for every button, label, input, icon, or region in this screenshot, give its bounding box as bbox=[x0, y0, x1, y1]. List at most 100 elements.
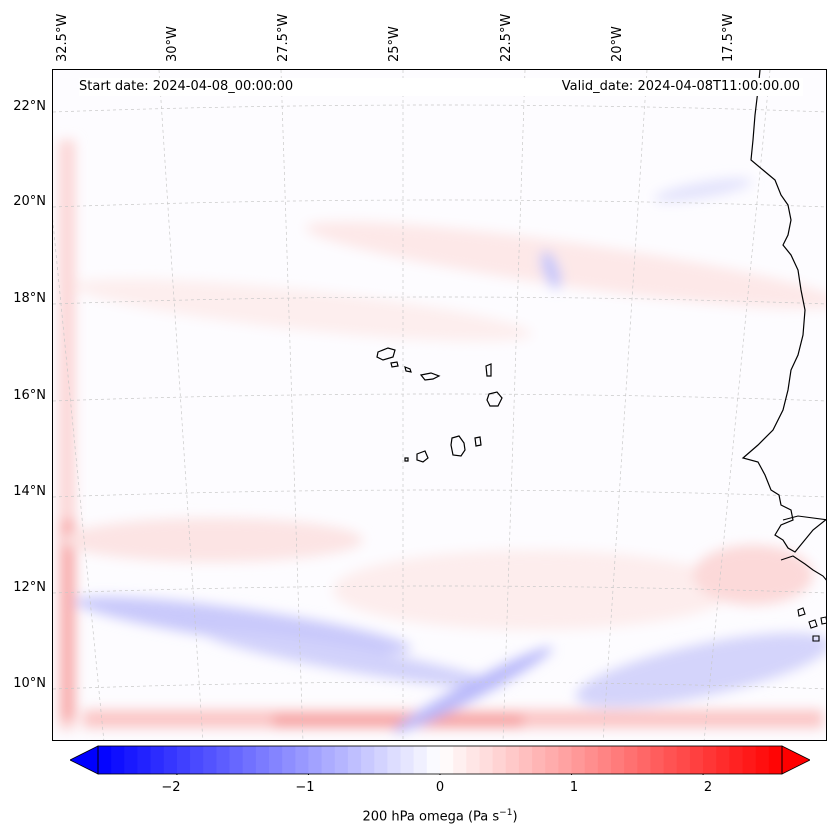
colorbar-step bbox=[611, 746, 625, 774]
colorbar-tick-0: 0 bbox=[435, 780, 445, 795]
gridlines bbox=[53, 70, 826, 740]
omega-field-neg-se bbox=[575, 632, 826, 708]
colorbar-step bbox=[98, 746, 112, 774]
island-sal bbox=[485, 363, 492, 377]
colorbar-step bbox=[676, 746, 691, 774]
island-fogo bbox=[416, 450, 429, 463]
colorbar-step bbox=[755, 746, 770, 774]
colorbar-step bbox=[216, 746, 231, 774]
omega-field-band-central bbox=[74, 278, 532, 342]
colorbar-step bbox=[505, 746, 520, 774]
lat-label-20n: 20°N bbox=[13, 194, 46, 209]
colorbar-step bbox=[282, 746, 296, 774]
parallel-gridline bbox=[53, 199, 826, 208]
lon-label-27-5w: 27.5°W bbox=[276, 13, 291, 62]
african-coastline bbox=[741, 70, 826, 553]
colorbar-step bbox=[716, 746, 730, 774]
island-sao-nicolau bbox=[419, 372, 441, 381]
lat-label-10n: 10°N bbox=[13, 676, 46, 691]
meridian-gridline bbox=[280, 70, 304, 740]
colorbar-step bbox=[190, 746, 204, 774]
island-santo-antao bbox=[376, 347, 396, 361]
colorbar-step bbox=[729, 746, 744, 774]
island-santiago bbox=[450, 435, 466, 457]
colorbar-step bbox=[532, 746, 546, 774]
colorbar-step bbox=[255, 746, 270, 774]
colorbar-step bbox=[571, 746, 586, 774]
valid-date-label: Valid_date: 2024-04-08T11:00:00.00 bbox=[561, 79, 800, 94]
colorbar-step bbox=[650, 746, 665, 774]
colorbar-step bbox=[163, 746, 178, 774]
colorbar-step bbox=[689, 746, 704, 774]
colorbar-step bbox=[597, 746, 612, 774]
colorbar-extend-max bbox=[781, 745, 811, 775]
colorbar-step bbox=[137, 746, 152, 774]
parallel-gridline bbox=[53, 296, 826, 305]
colorbar-step bbox=[637, 746, 652, 774]
colorbar-step bbox=[663, 746, 678, 774]
map-panel: Start date: 2024-04-08_00:00:00 Valid_da… bbox=[52, 69, 827, 741]
colorbar-step bbox=[703, 746, 717, 774]
lat-label-14n: 14°N bbox=[13, 484, 46, 499]
cape-verde-islands bbox=[376, 347, 503, 463]
colorbar-step bbox=[347, 746, 362, 774]
meridian-gridline bbox=[53, 219, 105, 740]
map-canvas bbox=[53, 70, 826, 740]
island-brava bbox=[404, 457, 409, 462]
omega-field-neg-small bbox=[540, 251, 562, 289]
colorbar-step bbox=[518, 746, 533, 774]
colorbar-svg bbox=[69, 745, 811, 779]
island-boa-vista bbox=[486, 391, 503, 407]
lon-label-30w: 30°W bbox=[165, 26, 180, 62]
omega-field-neg-ne bbox=[653, 178, 753, 202]
lon-label-32-5w: 32.5°W bbox=[55, 13, 70, 62]
colorbar-step bbox=[124, 746, 139, 774]
parallel-gridline bbox=[53, 681, 826, 690]
colorbar-step bbox=[453, 746, 467, 774]
colorbar-extend-min bbox=[69, 745, 99, 775]
colorbar-title: 200 hPa omega (Pa s−1) bbox=[0, 808, 837, 824]
colorbar-step bbox=[203, 746, 217, 774]
parallel-gridline bbox=[53, 393, 826, 402]
colorbar-tick-neg1: −1 bbox=[295, 780, 315, 795]
colorbar-tick-neg2: −2 bbox=[161, 780, 181, 795]
lon-label-20w: 20°W bbox=[610, 26, 625, 62]
colorbar-step bbox=[558, 746, 573, 774]
colorbar-step bbox=[426, 746, 441, 774]
colorbar-step bbox=[242, 746, 257, 774]
colorbar-step bbox=[413, 746, 428, 774]
colorbar-step bbox=[624, 746, 638, 774]
lat-label-16n: 16°N bbox=[13, 388, 46, 403]
colorbar-step bbox=[374, 746, 388, 774]
meridian-gridline bbox=[602, 70, 648, 740]
lat-label-22n: 22°N bbox=[13, 99, 46, 114]
omega-field-pos-sw bbox=[63, 518, 363, 562]
lon-label-22-5w: 22.5°W bbox=[499, 13, 514, 62]
island-sao-vicente bbox=[390, 361, 399, 368]
colorbar-title-exponent: −1 bbox=[499, 808, 513, 818]
colorbar-step bbox=[111, 746, 125, 774]
lon-label-25w: 25°W bbox=[387, 26, 402, 62]
omega-field-neg-band-sw bbox=[74, 596, 412, 654]
omega-field-west-edge-strong bbox=[61, 520, 75, 720]
colorbar-step bbox=[492, 746, 507, 774]
parallel-gridline bbox=[53, 104, 826, 113]
colorbar-step bbox=[334, 746, 349, 774]
colorbar-step bbox=[176, 746, 191, 774]
lat-label-12n: 12°N bbox=[13, 580, 46, 595]
parallel-gridline bbox=[53, 585, 826, 594]
gambia-river bbox=[782, 515, 826, 521]
colorbar-step bbox=[742, 746, 757, 774]
colorbar-step bbox=[295, 746, 310, 774]
colorbar-tick-1: 1 bbox=[569, 780, 579, 795]
lat-label-18n: 18°N bbox=[13, 291, 46, 306]
meridian-gridline bbox=[502, 70, 526, 740]
colorbar-step bbox=[479, 746, 494, 774]
colorbar-step bbox=[229, 746, 244, 774]
colorbar-step bbox=[466, 746, 481, 774]
island-maio bbox=[474, 436, 482, 447]
coast-guinea-bissau bbox=[780, 555, 826, 581]
header-band bbox=[79, 78, 803, 96]
island-santa-luzia bbox=[404, 366, 412, 373]
